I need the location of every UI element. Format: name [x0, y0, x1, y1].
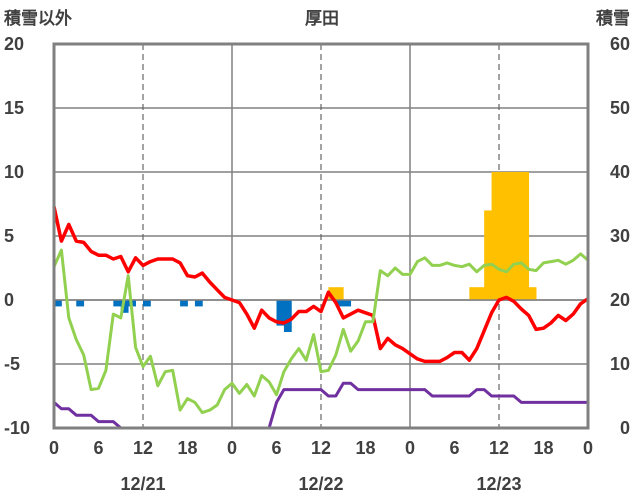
precip-bar [180, 300, 188, 307]
precip-bar [283, 300, 292, 332]
precip-bar [276, 300, 285, 326]
precip-bar [76, 300, 85, 307]
x-tick-label: 0 [405, 438, 415, 458]
precip-bar [143, 300, 151, 307]
left-tick-label: 10 [4, 162, 24, 182]
x-tick-label: 12 [311, 438, 331, 458]
left-tick-label: 0 [4, 290, 14, 310]
x-tick-label: 12 [489, 438, 509, 458]
x-tick-label: 6 [449, 438, 459, 458]
date-labels: 12/21 12/22 12/23 [120, 474, 521, 494]
snow-bar [469, 287, 478, 300]
left-tick-label: 5 [4, 226, 14, 246]
bars [54, 172, 588, 332]
x-tick-label: 6 [93, 438, 103, 458]
precip-bar [194, 300, 203, 307]
series-line-2 [52, 248, 589, 415]
snow-bar [484, 210, 492, 300]
left-axis-label: 積雪以外 [4, 8, 72, 29]
left-tick-labels: 20 15 10 5 0 -5 -10 [4, 34, 30, 438]
x-tick-label: 6 [271, 438, 281, 458]
x-tick-label: 18 [355, 438, 375, 458]
chart-title: 厚田 [305, 9, 339, 29]
precip-bar [335, 300, 344, 307]
date-label: 12/23 [476, 474, 521, 494]
series-line-1 [52, 206, 589, 364]
x-tick-label: 0 [49, 438, 59, 458]
right-tick-label: 30 [610, 226, 630, 246]
right-tick-label: 20 [610, 290, 630, 310]
x-tick-label: 12 [133, 438, 153, 458]
right-tick-label: 50 [610, 98, 630, 118]
right-tick-label: 0 [620, 418, 630, 438]
right-axis-label: 積雪 [596, 8, 630, 29]
snow-bar [476, 287, 485, 300]
snow-bar [328, 287, 337, 300]
snow-bar [513, 172, 522, 300]
left-tick-label: 15 [4, 98, 24, 118]
snow-bar [521, 172, 530, 300]
precip-bar [113, 300, 122, 307]
snow-bar [335, 287, 344, 300]
x-tick-label: 18 [533, 438, 553, 458]
precip-bar [120, 300, 129, 313]
x-tick-labels: 0 6 12 18 0 6 12 18 0 6 12 18 0 [49, 438, 593, 458]
precip-bar [343, 300, 352, 307]
right-tick-labels: 60 50 40 30 20 10 0 [610, 34, 630, 438]
snow-bar [491, 172, 500, 300]
x-tick-label: 18 [177, 438, 197, 458]
x-tick-label: 0 [583, 438, 593, 458]
left-tick-label: 20 [4, 34, 24, 54]
date-label: 12/21 [120, 474, 165, 494]
snow-bar [528, 287, 537, 300]
precip-bar [54, 300, 62, 307]
x-tick-label: 0 [227, 438, 237, 458]
left-tick-label: -5 [4, 354, 20, 374]
right-tick-label: 40 [610, 162, 630, 182]
left-tick-label: -10 [4, 418, 30, 438]
right-tick-label: 10 [610, 354, 630, 374]
snow-bar [499, 172, 507, 300]
plot-frame [52, 42, 590, 430]
right-tick-label: 60 [610, 34, 630, 54]
snow-bar [506, 172, 515, 300]
date-label: 12/22 [298, 474, 343, 494]
